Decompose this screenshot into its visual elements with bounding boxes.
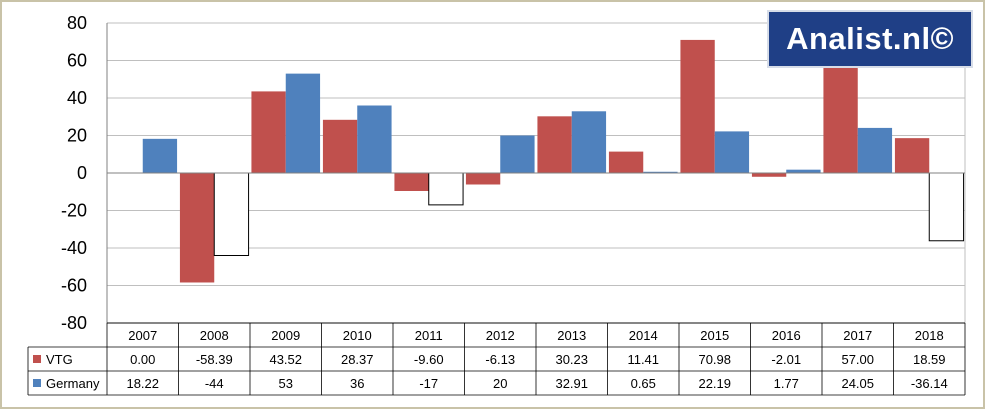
data-label-vtg: 43.52 <box>269 352 302 367</box>
bar-vtg-2015 <box>680 39 715 173</box>
bar-vtg-2013 <box>537 116 572 173</box>
x-tick-label: 2014 <box>629 328 658 343</box>
data-label-germany: -17 <box>419 376 438 391</box>
x-tick-label: 2013 <box>557 328 586 343</box>
bar-germany-2010 <box>357 105 392 173</box>
bar-vtg-2014 <box>608 151 644 173</box>
legend-swatch-germany <box>33 379 41 387</box>
data-label-vtg: 28.37 <box>341 352 374 367</box>
x-tick-label: 2011 <box>415 328 443 343</box>
data-label-germany: -44 <box>205 376 224 391</box>
bar-vtg-2017 <box>823 66 858 173</box>
y-tick-label: 80 <box>67 13 87 33</box>
data-label-vtg: 18.59 <box>913 352 946 367</box>
bar-germany-2012 <box>500 135 535 173</box>
bar-germany-2007 <box>142 138 178 173</box>
data-label-vtg: 11.41 <box>627 352 659 367</box>
x-tick-label: 2009 <box>271 328 300 343</box>
y-tick-label: 60 <box>67 51 87 71</box>
x-tick-label: 2016 <box>772 328 801 343</box>
bar-germany-2008 <box>213 172 250 256</box>
legend-label-vtg: VTG <box>46 352 73 367</box>
bar-vtg-2018 <box>894 138 930 173</box>
y-axis-ticks: 80 60 40 20 0 -20 -40 -60 -80 <box>61 13 87 333</box>
bar-vtg-2012 <box>465 173 501 185</box>
y-tick-label: -20 <box>61 201 87 221</box>
data-label-vtg: -6.13 <box>485 352 515 367</box>
x-tick-label: 2010 <box>343 328 372 343</box>
logo-text: Analist.nl© <box>786 21 954 56</box>
data-label-germany: 24.05 <box>841 376 874 391</box>
bar-germany-2011 <box>428 172 464 206</box>
x-tick-label: 2018 <box>915 328 944 343</box>
data-label-germany: 20 <box>493 376 507 391</box>
y-tick-label: 20 <box>67 126 87 146</box>
x-tick-label: 2017 <box>843 328 872 343</box>
data-label-germany: 22.19 <box>698 376 731 391</box>
bar-vtg-2008 <box>179 173 215 283</box>
data-label-vtg: 30.23 <box>555 352 588 367</box>
y-tick-label: 40 <box>67 88 87 108</box>
data-label-vtg: 70.98 <box>698 352 731 367</box>
data-label-vtg: -9.60 <box>414 352 444 367</box>
analist-logo: Analist.nl© <box>767 10 973 68</box>
data-label-germany: 36 <box>350 376 364 391</box>
y-tick-label: -40 <box>61 238 87 258</box>
data-label-vtg: -58.39 <box>196 352 233 367</box>
data-label-germany: 32.91 <box>555 376 588 391</box>
data-label-germany: -36.14 <box>911 376 948 391</box>
bar-germany-2018 <box>928 172 965 242</box>
x-tick-label: 2012 <box>486 328 515 343</box>
data-label-vtg: 57.00 <box>841 352 874 367</box>
bar-vtg-2011 <box>394 173 429 191</box>
bars <box>107 39 965 283</box>
bar-vtg-2016 <box>751 173 787 177</box>
x-tick-label: 2007 <box>128 328 157 343</box>
bar-germany-2016 <box>786 169 821 173</box>
data-label-vtg: 0.00 <box>130 352 155 367</box>
bar-germany-2017 <box>857 127 893 173</box>
data-label-germany: 0.65 <box>631 376 656 391</box>
data-label-vtg: -2.01 <box>771 352 801 367</box>
data-label-germany: 18.22 <box>126 376 159 391</box>
bar-germany-2014 <box>643 171 678 173</box>
legend-swatch-vtg <box>33 355 41 363</box>
y-tick-label: -80 <box>61 313 87 333</box>
bar-germany-2015 <box>714 131 750 173</box>
bar-vtg-2010 <box>322 119 358 173</box>
data-table: 2007 2008 2009 2010 2011 2012 2013 2014 2015 2016… <box>27 322 966 396</box>
x-tick-label: 2015 <box>700 328 729 343</box>
bar-vtg-2009 <box>251 91 286 173</box>
y-tick-label: -60 <box>61 276 87 296</box>
bar-germany-2013 <box>571 111 607 173</box>
x-tick-label: 2008 <box>200 328 229 343</box>
bar-germany-2009 <box>285 73 321 173</box>
data-label-germany: 1.77 <box>774 376 799 391</box>
legend-label-germany: Germany <box>46 376 100 391</box>
y-tick-label: 0 <box>77 163 87 183</box>
data-label-germany: 53 <box>279 376 293 391</box>
